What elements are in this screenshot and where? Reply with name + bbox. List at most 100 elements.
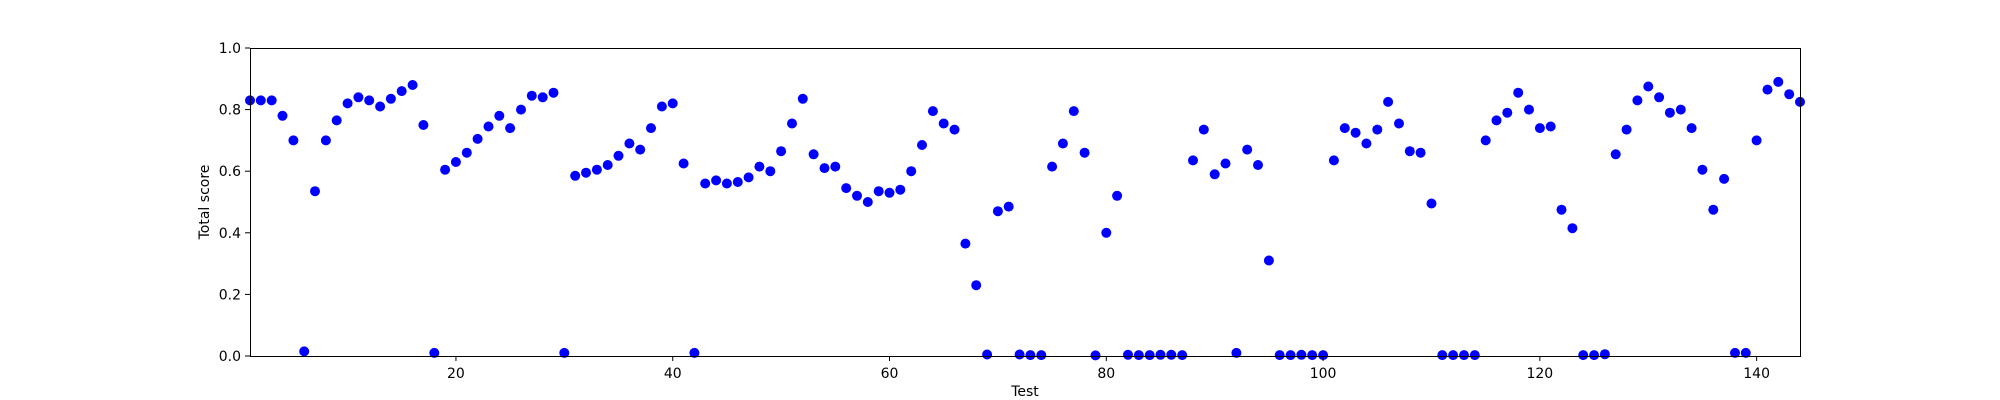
data-point-86 [1166, 349, 1177, 360]
data-point-8 [320, 135, 331, 146]
data-point-66 [949, 124, 960, 135]
data-point-142 [1773, 76, 1784, 87]
data-point-108 [1404, 146, 1415, 157]
data-point-121 [1545, 121, 1556, 132]
data-point-94 [1253, 160, 1263, 170]
data-point-48 [754, 161, 765, 172]
data-point-87 [1177, 350, 1188, 361]
data-point-125 [1589, 350, 1600, 361]
data-point-38 [646, 123, 656, 134]
data-point-131 [1654, 92, 1665, 103]
x-tick-label: 100 [1310, 366, 1337, 382]
data-point-88 [1188, 155, 1198, 166]
data-point-69 [982, 349, 993, 360]
data-point-7 [310, 186, 320, 197]
data-point-101 [1328, 155, 1339, 166]
data-point-122 [1556, 204, 1567, 215]
data-point-55 [830, 161, 841, 172]
data-point-36 [624, 138, 635, 149]
y-tick-label: 0.2 [219, 287, 241, 303]
data-point-83 [1133, 350, 1144, 361]
data-point-93 [1242, 144, 1253, 155]
data-point-61 [895, 184, 906, 195]
data-point-141 [1762, 84, 1773, 95]
data-point-65 [938, 118, 949, 129]
data-point-71 [1003, 201, 1014, 212]
y-tick-label: 0.0 [219, 349, 241, 365]
data-point-40 [667, 98, 678, 109]
data-point-29 [548, 87, 559, 98]
data-point-18 [429, 347, 440, 358]
data-point-26 [516, 104, 526, 115]
y-tick-label: 1.0 [219, 41, 241, 57]
data-point-28 [537, 92, 548, 103]
data-points [245, 76, 1805, 361]
data-point-52 [797, 93, 808, 104]
data-point-39 [656, 101, 667, 112]
data-point-82 [1123, 349, 1133, 360]
data-point-102 [1339, 123, 1350, 134]
data-point-13 [375, 101, 386, 112]
data-point-73 [1025, 350, 1036, 361]
data-point-50 [776, 146, 787, 157]
data-point-117 [1502, 107, 1513, 118]
data-point-56 [841, 183, 852, 194]
data-point-95 [1263, 255, 1274, 266]
y-tick-label: 0.8 [219, 103, 241, 119]
data-point-59 [873, 186, 884, 197]
data-point-34 [602, 160, 613, 170]
data-point-89 [1198, 124, 1209, 135]
y-tick-label: 0.4 [219, 226, 241, 242]
x-tick-label: 60 [881, 366, 899, 382]
plot-frame [250, 48, 1801, 357]
data-point-79 [1090, 350, 1101, 361]
data-point-49 [765, 166, 776, 177]
data-point-106 [1383, 96, 1394, 107]
x-tick-label: 140 [1743, 366, 1770, 382]
data-point-77 [1068, 106, 1079, 117]
data-point-43 [700, 178, 711, 189]
data-point-96 [1274, 350, 1285, 361]
x-axis: 20 40 60 80 100 120 140 [447, 356, 1770, 382]
data-point-24 [494, 110, 505, 121]
data-point-46 [732, 177, 743, 187]
data-point-115 [1480, 135, 1491, 146]
data-point-137 [1719, 173, 1730, 184]
data-point-42 [689, 347, 700, 358]
data-point-136 [1708, 204, 1719, 215]
data-point-22 [472, 133, 483, 144]
y-axis: 0.0 0.2 0.4 0.6 0.8 1.0 [219, 41, 250, 365]
data-point-72 [1014, 349, 1025, 360]
data-point-118 [1513, 87, 1524, 98]
data-point-84 [1144, 350, 1155, 361]
data-point-114 [1469, 350, 1480, 361]
data-point-11 [353, 92, 364, 103]
y-axis-label: Total score [197, 165, 213, 241]
data-point-25 [505, 123, 516, 134]
data-point-74 [1036, 350, 1047, 361]
data-point-140 [1751, 135, 1762, 146]
data-point-35 [613, 150, 624, 161]
data-point-112 [1448, 350, 1459, 361]
data-point-116 [1491, 115, 1502, 126]
data-point-97 [1285, 350, 1296, 361]
data-point-21 [461, 147, 472, 158]
data-point-113 [1459, 350, 1469, 361]
data-point-54 [819, 163, 830, 174]
data-point-62 [906, 166, 917, 177]
data-point-19 [440, 164, 451, 175]
data-point-9 [331, 115, 342, 126]
data-point-15 [396, 86, 407, 97]
x-tick-label: 80 [1097, 366, 1115, 382]
x-tick-label: 40 [664, 366, 682, 382]
data-point-124 [1578, 350, 1589, 361]
data-point-143 [1784, 89, 1795, 100]
x-axis-label: Test [1010, 384, 1039, 400]
data-point-58 [862, 197, 873, 207]
data-point-76 [1057, 138, 1068, 149]
data-point-14 [385, 93, 396, 104]
data-point-100 [1318, 350, 1329, 361]
data-point-132 [1664, 107, 1675, 118]
